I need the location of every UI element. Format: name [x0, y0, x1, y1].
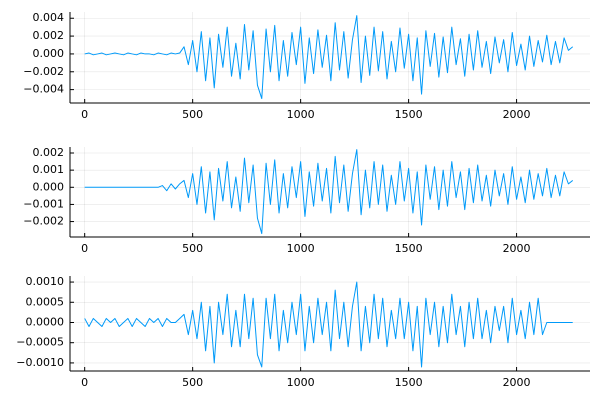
y-tick-label: −0.001: [23, 197, 64, 210]
y-tick-label: 0.002: [33, 29, 65, 42]
y-tick-label: 0.001: [33, 163, 65, 176]
signal-line: [84, 15, 574, 100]
x-tick-label: 1500: [395, 242, 423, 255]
x-tick-label: 1500: [395, 376, 423, 389]
y-tick-label: 0.0000: [26, 315, 65, 328]
x-tick-label: 1000: [287, 108, 315, 121]
signal-line: [84, 149, 574, 235]
y-tick-label: −0.0010: [16, 356, 64, 369]
y-tick-label: 0.000: [33, 180, 65, 193]
y-tick-label: 0.000: [33, 47, 65, 60]
y-tick-label: 0.004: [33, 11, 65, 24]
x-tick-label: 500: [182, 376, 203, 389]
x-tick-label: 2000: [503, 376, 531, 389]
y-tick-label: −0.002: [23, 215, 64, 228]
y-tick-label: 0.0005: [26, 295, 65, 308]
x-tick-label: 500: [182, 108, 203, 121]
y-tick-label: 0.002: [33, 146, 65, 159]
x-tick-label: 500: [182, 242, 203, 255]
x-tick-label: 2000: [503, 242, 531, 255]
x-tick-label: 0: [81, 108, 88, 121]
y-tick-label: −0.0005: [16, 336, 64, 349]
x-tick-label: 1000: [287, 376, 315, 389]
y-tick-label: −0.002: [23, 65, 64, 78]
x-tick-label: 0: [81, 376, 88, 389]
x-tick-label: 1500: [395, 108, 423, 121]
signal-line: [84, 281, 573, 368]
y-tick-label: 0.0010: [26, 275, 65, 288]
x-tick-label: 1000: [287, 242, 315, 255]
x-tick-label: 2000: [503, 108, 531, 121]
x-tick-label: 0: [81, 242, 88, 255]
y-tick-label: −0.004: [23, 83, 64, 96]
